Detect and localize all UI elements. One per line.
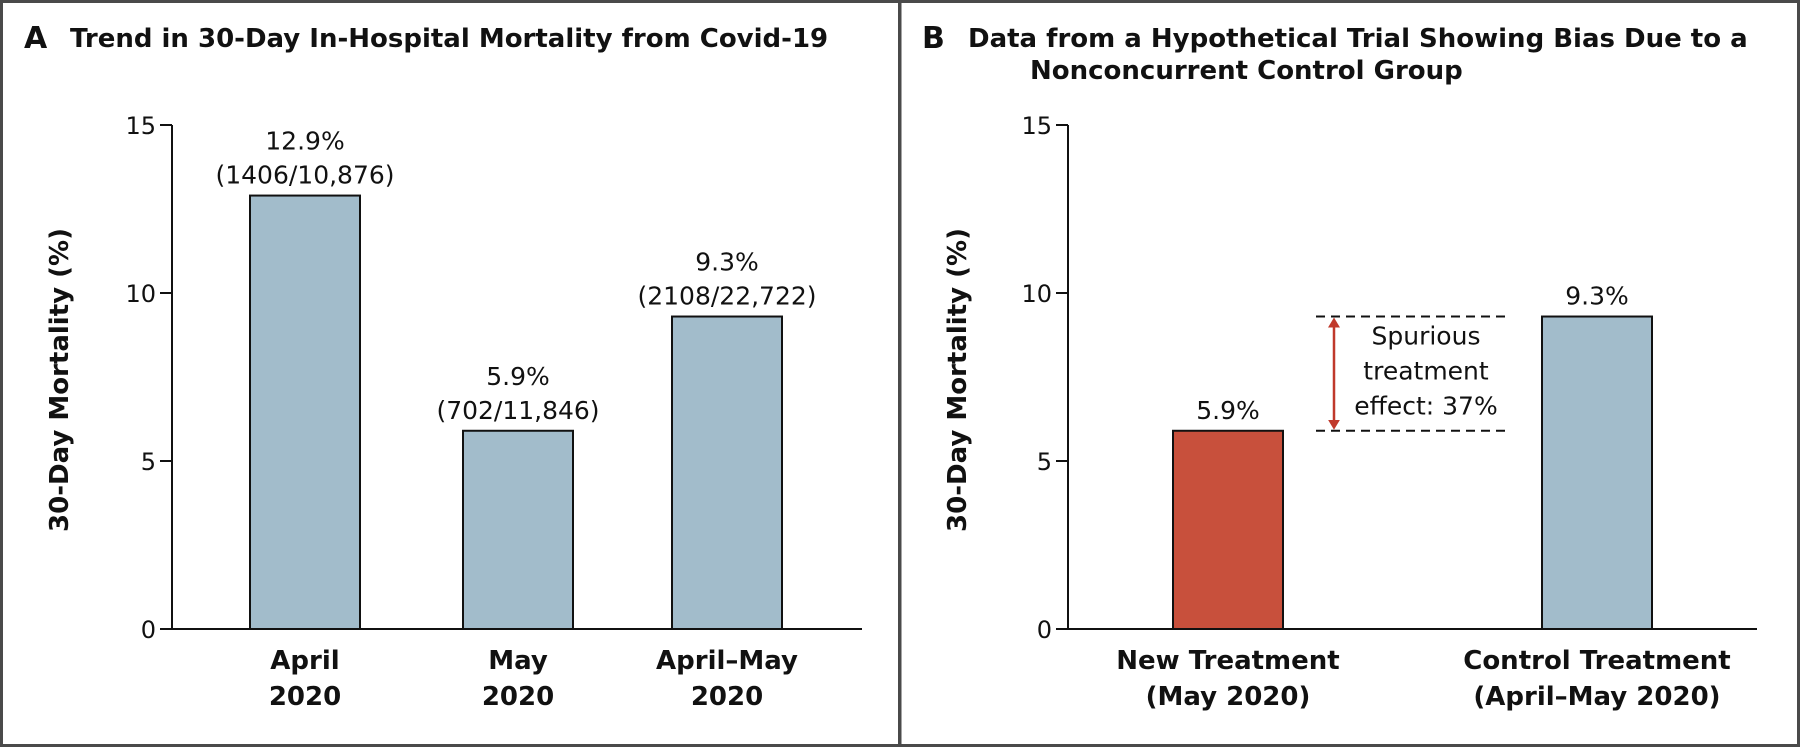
panel-b-title: Data from a Hypothetical Trial Showing B… xyxy=(968,24,1748,86)
panel-b-y-tick-label: 0 xyxy=(1037,616,1052,644)
panel-a-y-tick-label: 10 xyxy=(125,280,156,308)
annotation-text: Spurious treatment effect: 37% xyxy=(1354,322,1497,421)
panel-b-category-label: Control Treatment (April–May 2020) xyxy=(1463,646,1731,712)
panel-a-bar xyxy=(249,194,361,630)
panel-b-y-tick-label: 15 xyxy=(1021,112,1052,140)
panel-a-bar xyxy=(671,315,783,630)
panel-b-bar xyxy=(1172,429,1284,631)
panel-a-y-tick-label: 0 xyxy=(141,616,156,644)
panel-b-data-label: 5.9% xyxy=(1196,396,1260,425)
panel-b-ylabel: 30-Day Mortality (%) xyxy=(943,228,973,532)
panel-b-bar xyxy=(1541,315,1653,630)
panel-a-data-label: 12.9% (1406/10,876) xyxy=(215,127,394,190)
panel-b-y-tick-label: 5 xyxy=(1037,448,1052,476)
panel-b-letter: B xyxy=(922,21,945,56)
panel-b-plot: 0 5 10 15 5.9% New Treatment (May 2020) 9.3% Con… xyxy=(1021,112,1757,712)
panel-a-y-tick-label: 15 xyxy=(125,112,156,140)
panel-a-category-label: May 2020 xyxy=(482,646,554,712)
panel-a-category-label: April 2020 xyxy=(269,646,341,712)
panel-b-data-label: 9.3% xyxy=(1565,282,1629,311)
panel-a-ylabel: 30-Day Mortality (%) xyxy=(45,228,75,532)
panel-a-title: Trend in 30-Day In-Hospital Mortality fr… xyxy=(70,24,828,54)
panel-b-category-label: New Treatment (May 2020) xyxy=(1116,646,1339,712)
panel-a-bar xyxy=(462,429,574,631)
panel-a-letter: A xyxy=(24,21,48,56)
panel-a-category-label: April–May 2020 xyxy=(656,646,798,712)
panel-a-y-tick-label: 5 xyxy=(141,448,156,476)
panel-b-y-tick-label: 10 xyxy=(1021,280,1052,308)
panel-a-data-label: 5.9% (702/11,846) xyxy=(436,362,599,425)
panel-a-plot: 0 5 10 15 12.9% (1406/10,876) April 2020 5.9% (70… xyxy=(125,112,862,712)
panel-a-data-label: 9.3% (2108/22,722) xyxy=(637,248,816,311)
